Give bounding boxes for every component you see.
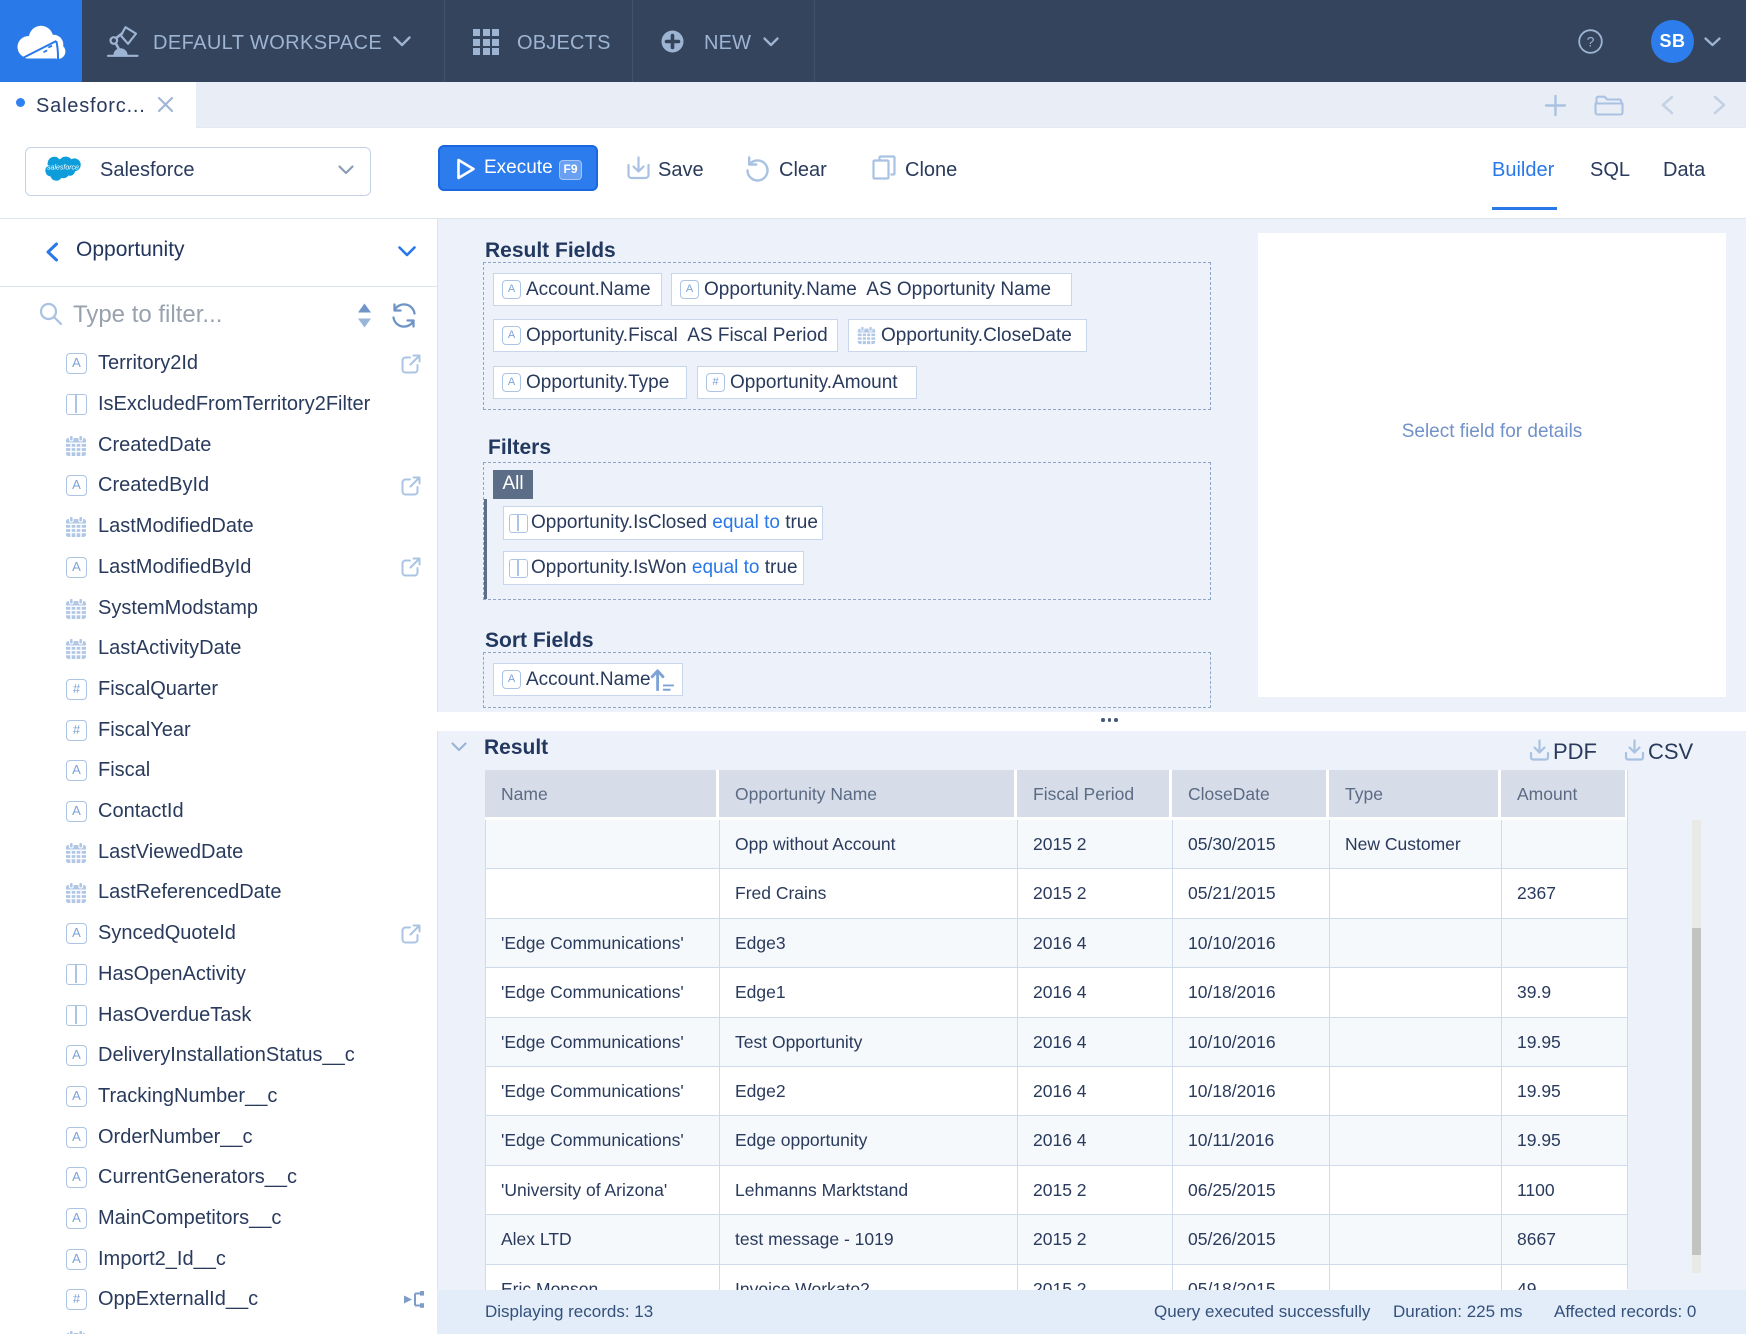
svg-text:?: ? [1587, 33, 1595, 49]
svg-text:salesforce: salesforce [47, 165, 79, 172]
